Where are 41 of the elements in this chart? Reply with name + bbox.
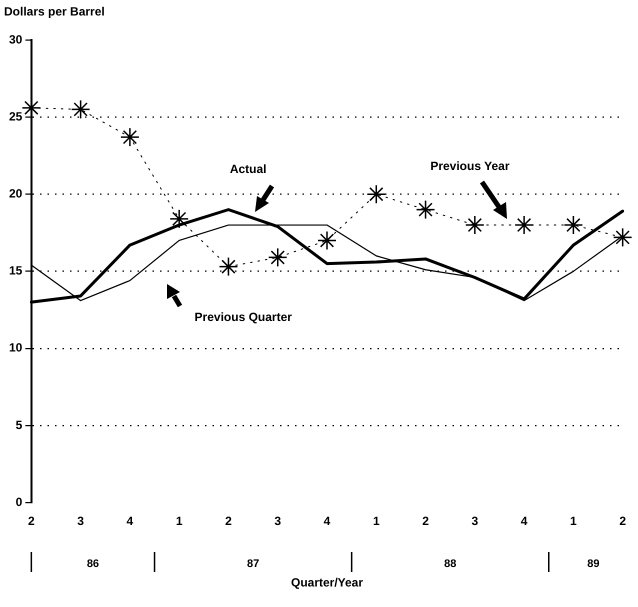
y-axis-title: Dollars per Barrel <box>4 4 105 18</box>
point <box>612 228 632 248</box>
text: Previous Quarter <box>194 310 292 324</box>
x-tick-label: 3 <box>77 514 84 528</box>
text: 89 <box>587 558 600 570</box>
x-tick-label: 1 <box>570 514 578 528</box>
x-tick-label: 3 <box>471 514 478 528</box>
y-tick-label: 25 <box>8 109 23 124</box>
x-tick-label: 3 <box>274 514 282 528</box>
x-axis-title: Quarter/Year <box>290 575 364 590</box>
x-tick-label: 4 <box>126 514 134 528</box>
point <box>317 230 337 250</box>
y-tick-label: 15 <box>8 264 23 278</box>
x-tick-label: 4 <box>324 514 331 528</box>
y-tick-label: 10 <box>8 340 23 355</box>
text: 87 <box>246 558 260 570</box>
y-tick-label: 20 <box>8 186 23 201</box>
point <box>218 256 238 276</box>
point <box>564 215 584 235</box>
x-tick-label: 2 <box>422 514 430 528</box>
point <box>514 215 534 235</box>
point <box>268 248 288 268</box>
x-tick-label: 4 <box>520 514 528 528</box>
x-tick-label: 2 <box>225 514 232 528</box>
y-tick-label: 0 <box>16 494 23 509</box>
text: 86 <box>86 558 100 570</box>
point <box>366 184 386 204</box>
x-tick-label: 1 <box>372 514 380 528</box>
text: Actual <box>230 162 267 176</box>
text: 88 <box>444 558 456 570</box>
point <box>465 215 485 235</box>
point <box>416 200 436 220</box>
y-tick-label: 30 <box>8 32 23 46</box>
point <box>169 209 189 229</box>
x-tick-label: 2 <box>28 514 36 528</box>
text: Previous Year <box>430 158 510 173</box>
point <box>70 100 90 120</box>
x-tick-label: 1 <box>176 514 183 528</box>
y-tick-label: 5 <box>16 418 23 432</box>
x-tick-label: 2 <box>619 514 626 528</box>
point <box>120 127 140 147</box>
